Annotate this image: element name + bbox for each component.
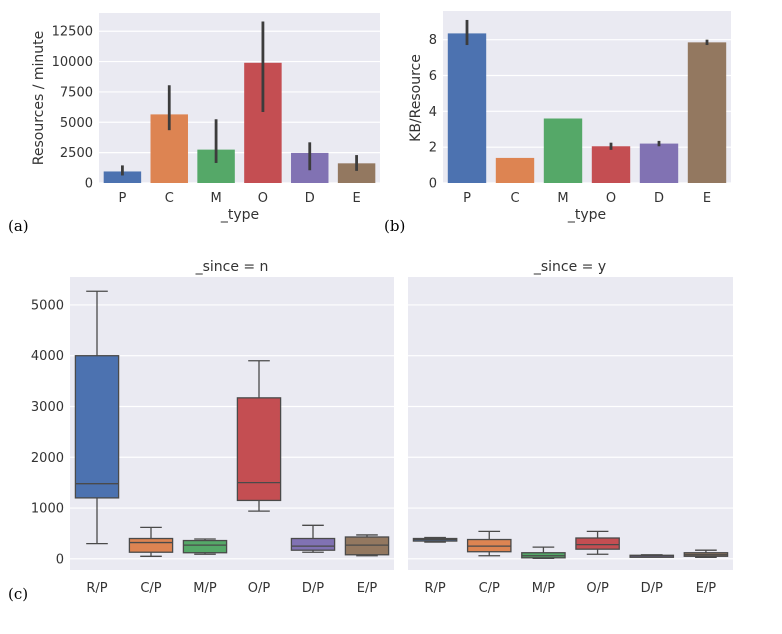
chart-c-box-n-CP [128,537,174,553]
chart-a-x-tick-label: D [305,191,315,206]
chart-b-x-tick-label: C [510,191,519,206]
chart-c-box-n-DP [290,537,336,551]
chart-b-ylabel: KB/Resource [408,54,424,142]
chart-b-bar-O [591,146,631,183]
chart-c-x-tick-label: M/P [532,581,556,596]
chart-b: 0 2 4 6 8 P C M O D E _type KB/Resource [408,11,731,223]
chart-c-facet-title-n: _since = n [195,259,269,275]
chart-b-y-tick-label: 2 [429,141,437,156]
chart-a-ylabel: Resources / minute [31,31,47,166]
chart-b-xlabel: _type [567,207,606,223]
chart-a-error-bars [121,21,358,176]
chart-b-x-tick-label: E [703,191,711,206]
panel-label-b: (b) [384,217,405,235]
chart-b-bar-D [639,143,679,183]
chart-b-gridlines [443,39,731,184]
chart-c-gridlines [70,304,733,560]
chart-c-x-tick-label: D/P [641,581,663,596]
chart-a-x-tick-label: C [165,191,174,206]
chart-b-bar-C [495,157,535,183]
chart-c-y-tick-label: 5000 [31,298,64,313]
chart-b-x-tick-label: O [606,191,616,206]
panel-label-c: (c) [8,585,28,603]
chart-c-boxes [74,290,729,559]
chart-c-x-tick-label: O/P [248,581,271,596]
chart-a: 0 2500 5000 7500 10000 12500 P C M O D E _type Res… [31,13,380,223]
chart-a-y-tick-label: 12500 [52,25,93,40]
chart-c-box-n-MP [182,539,228,554]
chart-b-x-tick-label: M [557,191,568,206]
chart-b-bar-P [447,33,487,184]
chart-c-x-ticks: R/P C/P M/P O/P D/P E/P R/P C/P M/P O/P D/P E/P [86,581,716,596]
chart-a-y-tick-label: 10000 [52,55,93,70]
chart-a-x-tick-label: E [352,191,360,206]
chart-b-y-tick-label: 8 [429,33,437,48]
chart-c-x-tick-label: C/P [479,581,500,596]
chart-c-x-tick-label: E/P [357,581,378,596]
chart-c-y-tick-label: 4000 [31,349,64,364]
chart-b-x-tick-label: D [654,191,664,206]
chart-a-x-tick-label: M [210,191,221,206]
chart-b-y-tick-label: 0 [429,177,437,192]
chart-c-facet-y-plot-area [408,277,733,570]
chart-a-xlabel: _type [220,207,259,223]
chart-a-y-tick-label: 7500 [60,85,93,100]
chart-b-error-bars [465,19,709,150]
chart-c-facet-title-y: _since = y [533,259,606,275]
chart-c-x-tick-label: D/P [302,581,324,596]
chart-c-y-tick-label: 0 [56,552,64,567]
chart-c-x-tick-label: C/P [140,581,161,596]
chart-a-plot-area [99,13,380,183]
chart-a-y-ticks: 0 2500 5000 7500 10000 12500 [52,25,93,192]
panel-label-a: (a) [8,217,29,235]
chart-c-y-ticks: 0 1000 2000 3000 4000 5000 [31,298,64,567]
chart-c-box-y-OP [575,537,620,550]
chart-a-x-tick-label: P [118,191,126,206]
chart-c-y-tick-label: 3000 [31,400,64,415]
chart-c-box-n-OP [236,397,282,502]
chart-b-bar-E [687,42,727,183]
chart-c-box-n-EP [344,536,390,556]
chart-b-x-tick-label: P [463,191,471,206]
chart-c-x-tick-label: R/P [86,581,107,596]
chart-a-y-tick-label: 2500 [60,146,93,161]
chart-c-x-tick-label: R/P [424,581,445,596]
chart-b-y-ticks: 0 2 4 6 8 [429,33,437,191]
chart-a-bar-E [337,163,376,183]
chart-a-gridlines [99,30,380,184]
chart-b-y-tick-label: 6 [429,69,437,84]
chart-c-x-tick-label: O/P [586,581,609,596]
chart-c-x-tick-label: E/P [696,581,717,596]
chart-c: 0 1000 2000 3000 4000 5000 R/P C/P M/P O/P D/P E/P… [31,259,733,596]
chart-a-y-tick-label: 0 [85,177,93,192]
chart-a-y-tick-label: 5000 [60,116,93,131]
chart-a-bar-P [103,171,142,183]
chart-b-bar-M [543,118,583,183]
chart-a-x-tick-label: O [258,191,268,206]
chart-c-facet-n-plot-area [70,277,394,570]
chart-c-box-n-RP [74,355,120,499]
chart-c-x-tick-label: M/P [193,581,217,596]
chart-b-bars [447,33,727,184]
chart-c-y-tick-label: 2000 [31,451,64,466]
chart-b-y-tick-label: 4 [429,105,437,120]
chart-c-y-tick-label: 1000 [31,502,64,517]
